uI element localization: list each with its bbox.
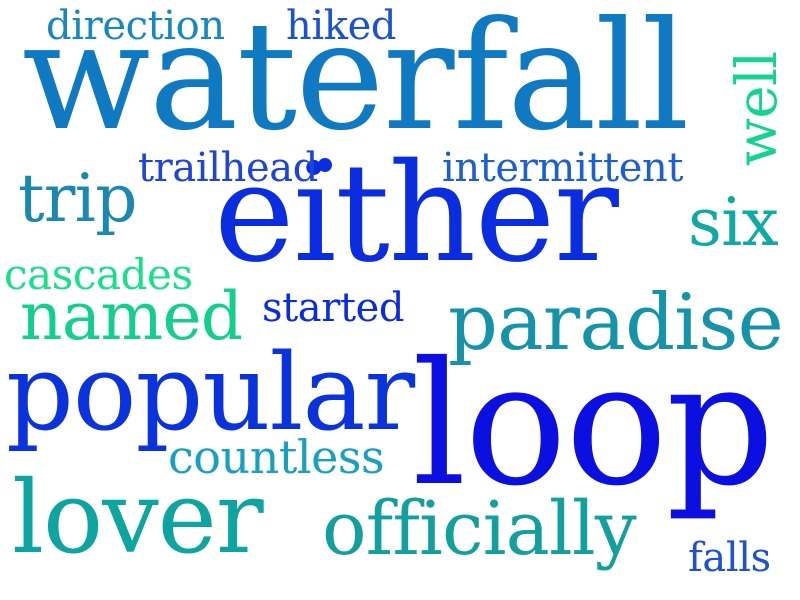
word-cascades: cascades	[4, 250, 193, 299]
word-started: started	[262, 285, 405, 331]
word-intermittent: intermittent	[442, 145, 684, 191]
word-countless: countless	[168, 430, 385, 484]
word-direction: direction	[46, 3, 225, 49]
word-well: well	[725, 51, 790, 166]
word-waterfall: waterfall	[22, 0, 689, 164]
word-falls: falls	[688, 535, 771, 581]
word-hiked: hiked	[286, 3, 397, 49]
dot-separator	[318, 158, 332, 172]
word-either: either	[214, 135, 619, 293]
word-popular: popular	[6, 331, 415, 454]
word-officially: officially	[322, 486, 637, 572]
word-lover: lover	[12, 459, 264, 576]
word-loop: loop	[412, 326, 775, 524]
word-six: six	[688, 184, 779, 261]
word-paradise: paradise	[448, 278, 784, 368]
word-named: named	[20, 278, 243, 355]
word-trailhead: trailhead	[138, 145, 318, 191]
word-trip: trip	[18, 160, 137, 237]
